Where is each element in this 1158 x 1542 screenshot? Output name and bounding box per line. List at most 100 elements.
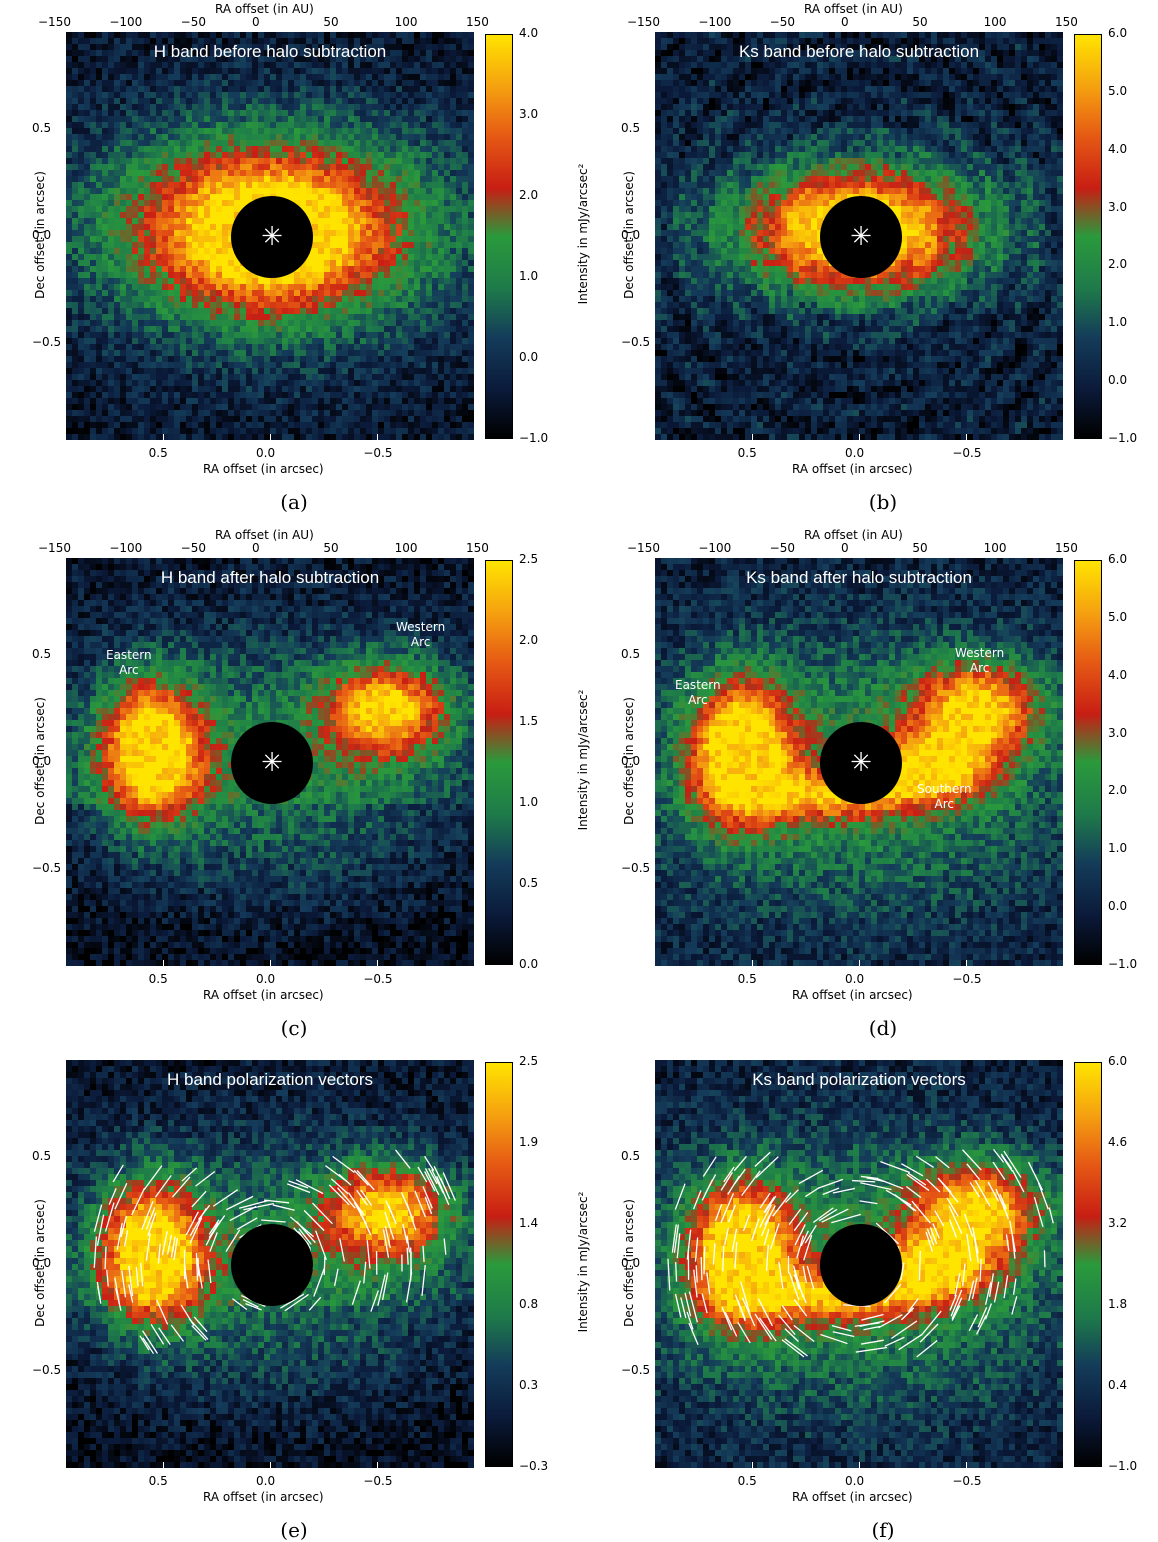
heatmap-cell <box>270 146 276 152</box>
heatmap-cell <box>186 416 192 422</box>
heatmap-cell <box>456 68 462 74</box>
heatmap-cell <box>420 290 426 296</box>
heatmap-cell <box>252 152 258 158</box>
heatmap-cell <box>324 308 330 314</box>
heatmap-cell <box>372 218 378 224</box>
heatmap-cell <box>456 134 462 140</box>
heatmap-cell <box>198 338 204 344</box>
heatmap-cell <box>252 80 258 86</box>
heatmap-cell <box>354 230 360 236</box>
heatmap-cell <box>228 122 234 128</box>
heatmap-cell <box>246 308 252 314</box>
heatmap-cell <box>252 74 258 80</box>
heatmap-cell <box>66 296 72 302</box>
heatmap-cell <box>414 206 420 212</box>
heatmap-cell <box>78 182 84 188</box>
heatmap-cell <box>204 296 210 302</box>
heatmap-cell <box>180 290 186 296</box>
heatmap-cell <box>396 140 402 146</box>
heatmap-cell <box>426 98 432 104</box>
x-tick-mark <box>163 434 164 440</box>
heatmap-cell <box>318 320 324 326</box>
heatmap-cell <box>174 80 180 86</box>
heatmap-cell <box>222 422 228 428</box>
heatmap-cell <box>342 434 348 440</box>
heatmap-cell <box>330 152 336 158</box>
heatmap-cell <box>102 356 108 362</box>
heatmap-cell <box>336 332 342 338</box>
heatmap-cell <box>210 146 216 152</box>
heatmap-cell <box>180 86 186 92</box>
heatmap-cell <box>72 212 78 218</box>
heatmap-cell <box>72 80 78 86</box>
heatmap-cell <box>246 164 252 170</box>
heatmap-cell <box>372 188 378 194</box>
heatmap-cell <box>973 32 979 38</box>
heatmap-cell <box>150 170 156 176</box>
heatmap-cell <box>66 338 72 344</box>
heatmap-cell <box>216 374 222 380</box>
heatmap-cell <box>150 194 156 200</box>
heatmap-cell <box>156 338 162 344</box>
heatmap-cell <box>162 278 168 284</box>
heatmap-cell <box>66 422 72 428</box>
heatmap-cell <box>252 68 258 74</box>
heatmap-cell <box>210 74 216 80</box>
heatmap-cell <box>222 92 228 98</box>
heatmap-cell <box>408 92 414 98</box>
heatmap-cell <box>96 380 102 386</box>
heatmap-cell <box>84 320 90 326</box>
heatmap-cell <box>450 146 456 152</box>
heatmap-cell <box>126 332 132 338</box>
heatmap-cell <box>438 104 444 110</box>
heatmap-cell <box>138 248 144 254</box>
heatmap-cell <box>222 218 228 224</box>
heatmap-cell <box>408 164 414 170</box>
heatmap-cell <box>324 344 330 350</box>
heatmap-cell <box>204 242 210 248</box>
heatmap-cell <box>462 236 468 242</box>
heatmap-cell <box>252 188 258 194</box>
heatmap-cell <box>132 236 138 242</box>
heatmap-cell <box>378 182 384 188</box>
heatmap-cell <box>300 296 306 302</box>
heatmap-cell <box>318 248 324 254</box>
heatmap-cell <box>198 320 204 326</box>
heatmap-cell <box>84 434 90 440</box>
heatmap-cell <box>204 266 210 272</box>
heatmap-cell <box>204 248 210 254</box>
heatmap-cell <box>312 212 318 218</box>
heatmap-cell <box>456 80 462 86</box>
heatmap-cell <box>330 116 336 122</box>
heatmap-cell <box>84 104 90 110</box>
heatmap-cell <box>390 92 396 98</box>
heatmap-cell <box>240 296 246 302</box>
heatmap-cell <box>84 362 90 368</box>
heatmap-cell <box>138 386 144 392</box>
heatmap-cell <box>420 218 426 224</box>
heatmap-cell <box>378 110 384 116</box>
heatmap-cell <box>240 434 246 440</box>
heatmap-cell <box>456 152 462 158</box>
heatmap-cell <box>330 326 336 332</box>
heatmap-cell <box>180 68 186 74</box>
heatmap-cell <box>354 410 360 416</box>
heatmap-cell <box>450 254 456 260</box>
heatmap-cell <box>90 260 96 266</box>
heatmap-cell <box>378 428 384 434</box>
heatmap-cell <box>432 248 438 254</box>
heatmap-cell <box>234 122 240 128</box>
heatmap-cell <box>288 74 294 80</box>
heatmap-cell <box>312 224 318 230</box>
heatmap-cell <box>312 146 318 152</box>
heatmap-cell <box>402 332 408 338</box>
heatmap-cell <box>78 296 84 302</box>
heatmap-cell <box>300 152 306 158</box>
heatmap-cell <box>408 374 414 380</box>
heatmap-cell <box>330 194 336 200</box>
heatmap-cell <box>246 86 252 92</box>
heatmap-cell <box>378 206 384 212</box>
heatmap-cell <box>114 332 120 338</box>
heatmap-cell <box>192 122 198 128</box>
heatmap-cell <box>66 434 72 440</box>
